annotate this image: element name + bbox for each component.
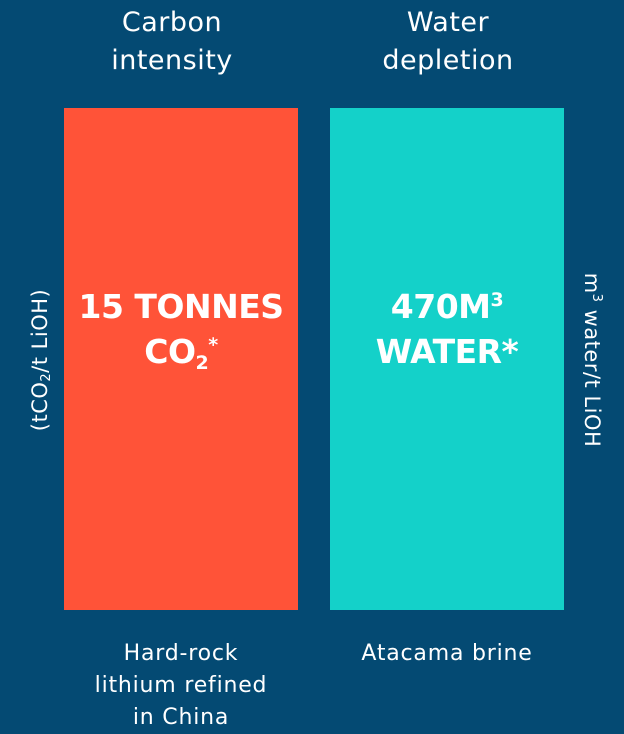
- water-unit-suffix: water/t LiOH: [580, 302, 604, 448]
- carbon-category-line-2: lithium refined: [94, 673, 268, 698]
- carbon-value-line-1: 15 TONNES: [78, 287, 284, 326]
- carbon-category-line-3: in China: [132, 705, 230, 730]
- water-title-line-2: depletion: [382, 45, 514, 76]
- carbon-unit-suffix: /t LiOH): [28, 288, 52, 373]
- carbon-intensity-title: Carbon intensity: [52, 4, 292, 80]
- carbon-category-line-1: Hard-rock: [123, 641, 239, 666]
- co2-text: CO: [144, 332, 196, 371]
- co2-subscript: 2: [195, 352, 209, 374]
- cubic-superscript: 3: [490, 289, 504, 311]
- water-value-line-2: WATER*: [375, 332, 519, 371]
- water-depletion-title: Water depletion: [328, 4, 568, 80]
- carbon-unit-subscript: 2: [39, 372, 54, 382]
- water-unit-superscript: 3: [589, 293, 604, 303]
- water-category-label: Atacama brine: [322, 638, 572, 670]
- carbon-value-line-2: CO2*: [78, 329, 283, 374]
- carbon-unit-prefix: (tCO: [28, 381, 52, 432]
- water-title-line-1: Water: [406, 7, 490, 38]
- carbon-title-line-1: Carbon: [121, 7, 223, 38]
- carbon-title-line-2: intensity: [111, 45, 233, 76]
- water-bar: 470M3 WATER*: [330, 108, 564, 610]
- water-value-line-1: 470M3: [376, 284, 519, 329]
- water-category-line-1: Atacama brine: [361, 641, 533, 666]
- carbon-category-label: Hard-rock lithium refined in China: [56, 638, 306, 734]
- water-unit-label: m3 water/t LiOH: [580, 273, 604, 448]
- water-bar-label: 470M3 WATER*: [376, 284, 519, 374]
- carbon-unit-label: (tCO2/t LiOH): [28, 288, 54, 432]
- carbon-bar-label: 15 TONNES CO2*: [78, 284, 284, 374]
- water-unit-prefix: m: [580, 272, 604, 294]
- carbon-bar: 15 TONNES CO2*: [64, 108, 298, 610]
- carbon-asterisk: *: [208, 334, 218, 356]
- water-value-text: 470M: [390, 287, 491, 326]
